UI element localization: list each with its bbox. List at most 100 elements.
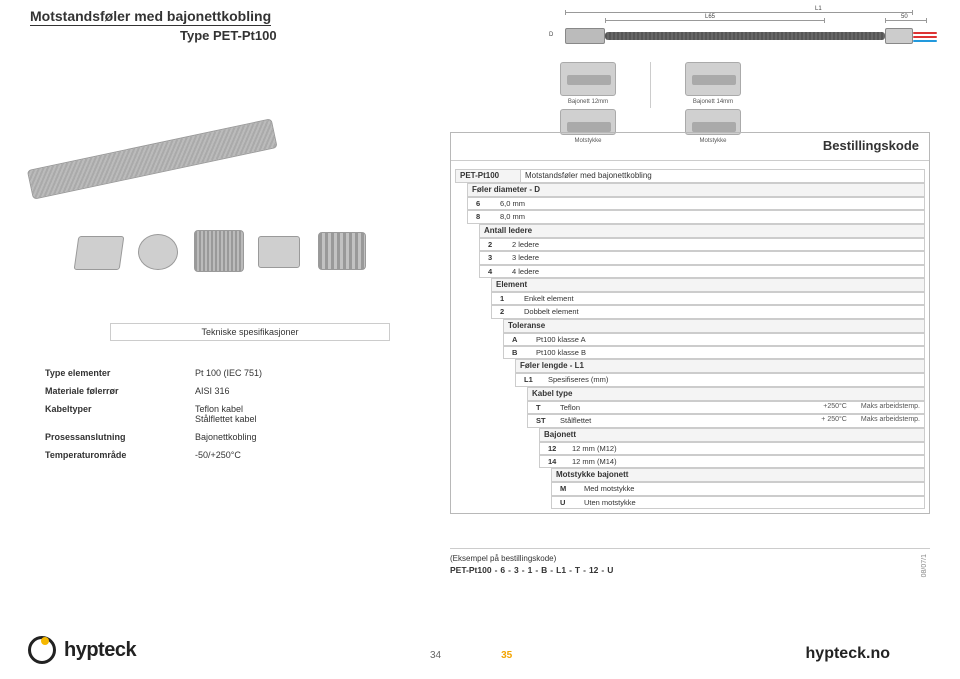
example-token: 12: [589, 565, 598, 575]
part-render: [685, 109, 741, 135]
revision-code: 08/07/1: [921, 554, 928, 577]
example-token: 6: [500, 565, 505, 575]
order-example: (Eksempel på bestillingskode) PET-Pt100-…: [450, 548, 930, 577]
spec-value: AISI 316: [195, 386, 385, 396]
brand-logo: hypteck: [28, 636, 136, 664]
tech-spec-title: Tekniske spesifikasjoner: [110, 323, 390, 341]
exploded-part: [74, 236, 125, 270]
order-option: 66,0 mm: [467, 197, 925, 210]
spec-row: Temperaturområde-50/+250°C: [45, 450, 385, 460]
order-option: BPt100 klasse B: [503, 346, 925, 359]
parts-row: Bajonett 12mm Motstykke Bajonett 14mm Mo…: [560, 62, 920, 124]
example-token: 3: [514, 565, 519, 575]
page-number-right: 35: [501, 650, 512, 661]
example-token: PET-Pt100: [450, 565, 492, 575]
dim-50-line: [885, 20, 927, 21]
site-url-text: hypteck.no: [806, 645, 890, 662]
spec-row: KabeltyperTeflon kabelStålflettet kabel: [45, 404, 385, 424]
order-option: APt100 klasse A: [503, 333, 925, 346]
divider: [650, 62, 651, 108]
order-level-header: Føler diameter - D: [467, 183, 925, 197]
probe-cable: [605, 32, 885, 40]
example-token: U: [607, 565, 613, 575]
order-option: 1412 mm (M14): [539, 455, 925, 468]
order-code-title: Bestillingskode: [451, 133, 929, 161]
brand-logo-mark: [28, 636, 56, 664]
part-render: [560, 62, 616, 96]
example-token: T: [575, 565, 580, 575]
probe-diagram: L1 L65 50 D: [545, 10, 940, 55]
order-option: STStålflettet+ 250°CMaks arbeidstemp.: [527, 414, 925, 427]
example-token: -: [583, 565, 586, 575]
example-token: -: [569, 565, 572, 575]
order-level-header: Bajonett: [539, 428, 925, 442]
spec-label: Materiale følerrør: [45, 386, 195, 396]
order-root-code: PET-Pt100: [455, 169, 521, 183]
example-token: -: [522, 565, 525, 575]
spec-label: Prosessanslutning: [45, 432, 195, 442]
probe-tip: [565, 28, 605, 44]
dim-l65: L65: [705, 14, 715, 20]
spec-value: Bajonettkobling: [195, 432, 385, 442]
page-number-left: 34: [430, 650, 441, 661]
example-token: -: [535, 565, 538, 575]
order-level-header: Føler lengde - L1: [515, 359, 925, 373]
order-option: 88,0 mm: [467, 210, 925, 223]
tech-spec-table: Type elementerPt 100 (IEC 751)Materiale …: [45, 360, 385, 468]
order-level-header: Toleranse: [503, 319, 925, 333]
order-option: 1Enkelt element: [491, 292, 925, 305]
exploded-view: [30, 170, 410, 280]
page-subtitle: Type PET-Pt100: [180, 28, 277, 43]
order-level-header: Element: [491, 278, 925, 292]
order-option: UUten motstykke: [551, 496, 925, 509]
order-option: 33 ledere: [479, 251, 925, 264]
spec-label: Kabeltyper: [45, 404, 195, 424]
dim-l1-line: [565, 12, 913, 13]
example-token: B: [541, 565, 547, 575]
part-render: [685, 62, 741, 96]
example-token: -: [550, 565, 553, 575]
spec-label: Temperaturområde: [45, 450, 195, 460]
spec-row: Type elementerPt 100 (IEC 751): [45, 368, 385, 378]
order-example-label: (Eksempel på bestillingskode): [450, 554, 930, 563]
dim-l1: L1: [815, 6, 822, 12]
order-option: L1Spesifiseres (mm): [515, 373, 925, 386]
order-level-header: Antall ledere: [479, 224, 925, 238]
spec-value: Teflon kabelStålflettet kabel: [195, 404, 385, 424]
exploded-part: [138, 234, 178, 270]
exploded-cable: [27, 118, 278, 199]
order-code-content: PET-Pt100Motstandsføler med bajonettkobl…: [451, 161, 929, 513]
probe-connector: [885, 28, 913, 44]
brand-name: hypteck: [64, 639, 136, 662]
part-label: Bajonett 14mm: [693, 99, 733, 106]
spec-row: ProsessanslutningBajonettkobling: [45, 432, 385, 442]
page-footer: hypteck 34 35 hypteck.no: [0, 621, 960, 679]
dim-d: D: [549, 32, 553, 38]
spec-row: Materiale følerrørAISI 316: [45, 386, 385, 396]
exploded-part: [318, 232, 366, 270]
example-token: L1: [556, 565, 566, 575]
order-option: 44 ledere: [479, 265, 925, 278]
exploded-part: [258, 236, 300, 268]
page-title: Motstandsføler med bajonettkobling: [30, 8, 271, 26]
spec-label: Type elementer: [45, 368, 195, 378]
example-token: -: [495, 565, 498, 575]
order-option: TTeflon+250°CMaks arbeidstemp.: [527, 401, 925, 414]
order-level-header: Motstykke bajonett: [551, 468, 925, 482]
exploded-part: [194, 230, 244, 272]
order-option: 22 ledere: [479, 238, 925, 251]
page-numbers: 34 35: [430, 650, 512, 661]
spec-value: -50/+250°C: [195, 450, 385, 460]
order-option: 1212 mm (M12): [539, 442, 925, 455]
order-code-box: Bestillingskode PET-Pt100Motstandsføler …: [450, 132, 930, 514]
spec-value: Pt 100 (IEC 751): [195, 368, 385, 378]
order-level-header: Kabel type: [527, 387, 925, 401]
example-token: -: [508, 565, 511, 575]
part-render: [560, 109, 616, 135]
order-option: 2Dobbelt element: [491, 305, 925, 318]
part-label: Bajonett 12mm: [568, 99, 608, 106]
example-token: -: [601, 565, 604, 575]
order-option: MMed motstykke: [551, 482, 925, 495]
dim-l65-line: [605, 20, 825, 21]
order-root-label: Motstandsføler med bajonettkobling: [521, 169, 925, 183]
